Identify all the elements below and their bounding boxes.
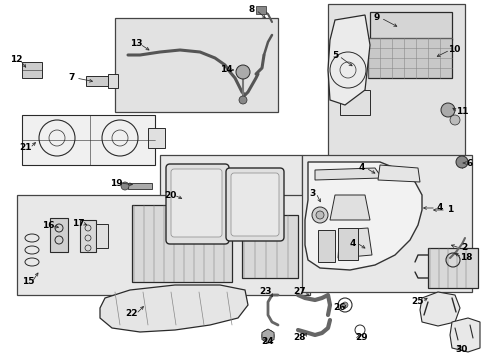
Bar [327, 4, 464, 158]
Polygon shape [262, 329, 273, 343]
Bar [96, 224, 108, 248]
Bar [86, 76, 108, 86]
Circle shape [121, 182, 129, 190]
FancyBboxPatch shape [230, 173, 279, 236]
Bar [50, 218, 68, 252]
FancyBboxPatch shape [225, 168, 284, 241]
Circle shape [311, 207, 327, 223]
Bar [128, 183, 152, 189]
Text: 12: 12 [10, 55, 22, 64]
Bar [337, 228, 357, 260]
Circle shape [262, 330, 273, 342]
Text: 28: 28 [293, 333, 305, 342]
Text: 25: 25 [411, 297, 424, 306]
Text: 6: 6 [466, 158, 472, 167]
Circle shape [236, 65, 249, 79]
FancyBboxPatch shape [171, 169, 222, 237]
Circle shape [239, 96, 246, 104]
Text: 27: 27 [293, 288, 305, 297]
Text: 4: 4 [349, 238, 355, 248]
Circle shape [341, 302, 347, 308]
Polygon shape [337, 228, 371, 258]
Polygon shape [327, 15, 369, 105]
Polygon shape [100, 285, 247, 332]
Bar [132, 205, 231, 282]
Polygon shape [449, 318, 479, 352]
Text: 24: 24 [261, 338, 274, 346]
Text: 18: 18 [459, 252, 471, 261]
Text: 13: 13 [129, 40, 142, 49]
Text: 7: 7 [69, 73, 75, 82]
Bar [80, 220, 96, 252]
Bar [242, 215, 297, 278]
Bar [367, 38, 451, 78]
Text: 30: 30 [455, 346, 467, 355]
Bar [108, 74, 118, 88]
Text: 22: 22 [125, 310, 138, 319]
Text: 26: 26 [333, 303, 346, 312]
Text: 21: 21 [20, 144, 32, 153]
Polygon shape [314, 168, 381, 180]
Text: 10: 10 [447, 45, 459, 54]
Text: 11: 11 [455, 108, 468, 117]
Text: 14: 14 [219, 66, 232, 75]
Text: 17: 17 [72, 219, 84, 228]
Bar [302, 155, 471, 292]
Text: 20: 20 [163, 190, 176, 199]
Polygon shape [377, 165, 419, 182]
Text: 4: 4 [358, 163, 365, 172]
Text: 3: 3 [308, 189, 314, 198]
Text: 2: 2 [460, 243, 466, 252]
Bar [369, 12, 451, 40]
Bar [427, 248, 477, 288]
Bar [22, 62, 42, 78]
Text: 8: 8 [248, 5, 255, 14]
Circle shape [315, 211, 324, 219]
FancyBboxPatch shape [165, 164, 228, 244]
Circle shape [455, 156, 467, 168]
Bar [256, 6, 265, 14]
Text: 5: 5 [331, 51, 337, 60]
Text: 19: 19 [109, 179, 122, 188]
Text: 4: 4 [436, 203, 442, 212]
Text: 15: 15 [21, 278, 34, 287]
Polygon shape [305, 162, 421, 270]
Bar [115, 18, 278, 112]
Bar [17, 195, 309, 295]
Polygon shape [419, 292, 459, 326]
Bar [148, 128, 164, 148]
Text: 1: 1 [446, 206, 452, 215]
Bar [317, 230, 334, 262]
Polygon shape [329, 195, 369, 220]
Text: 23: 23 [259, 288, 272, 297]
Circle shape [449, 115, 459, 125]
Bar [339, 90, 369, 115]
Bar [22, 115, 155, 165]
Circle shape [440, 103, 454, 117]
Text: 16: 16 [41, 221, 54, 230]
Text: 29: 29 [355, 333, 367, 342]
Bar [160, 155, 302, 255]
Text: 9: 9 [373, 13, 379, 22]
